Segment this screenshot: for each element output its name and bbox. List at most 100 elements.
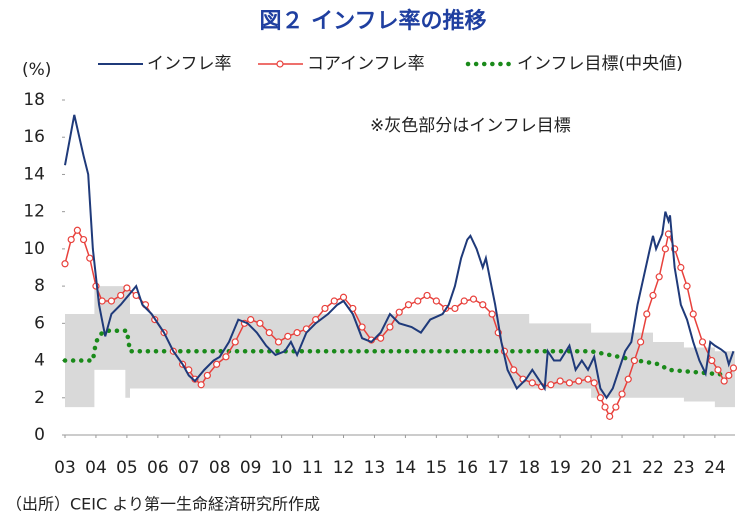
marker [231,338,239,346]
marker [265,329,273,337]
x-tick-label: 24 [704,458,726,478]
marker [386,323,394,331]
x-tick-label: 18 [518,458,540,478]
marker [510,366,518,374]
marker [612,403,620,411]
marker [339,293,348,301]
x-tick-label: 20 [580,458,602,478]
chart-title: 図２ インフレ率の推移 [260,8,487,34]
x-tick-label: 10 [271,458,293,478]
marker [67,235,75,244]
marker [689,310,697,318]
marker [377,334,385,342]
marker [479,301,487,309]
x-tick-label: 09 [240,458,262,478]
annotation: ※灰色部分はインフレ目標 [370,116,571,136]
y-axis-label: (%) [22,60,51,80]
marker [358,323,366,331]
marker [247,316,255,324]
marker [117,291,125,300]
marker [528,379,536,387]
x-tick-label: 07 [178,458,200,478]
marker [725,371,733,380]
marker [284,332,292,340]
marker [677,263,685,272]
marker [720,377,728,385]
target-band [65,286,735,408]
source: （出所）CEIC より第一生命経済研究所作成 [6,495,320,514]
marker [321,304,329,313]
marker [606,412,614,420]
marker [565,379,574,387]
y-tick-label: 10 [23,239,45,259]
marker [423,291,431,300]
marker [649,291,657,300]
marker [123,284,131,292]
x-tick-label: 19 [549,458,571,478]
marker [655,273,663,281]
marker [73,226,81,234]
y-tick-label: 8 [34,276,45,296]
x-tick-label: 13 [364,458,386,478]
series-line [64,114,735,400]
marker [618,390,626,398]
y-tick-label: 0 [34,425,45,445]
y-tick-label: 2 [34,388,45,408]
marker [584,375,592,383]
marker [107,297,116,305]
x-tick-label: 21 [611,458,633,478]
marker [330,297,338,305]
x-tick-label: 22 [642,458,664,478]
marker [643,310,651,318]
x-tick-label: 23 [673,458,695,478]
marker [698,338,707,346]
marker [86,254,94,262]
marker [203,371,211,380]
x-tick-label: 11 [302,458,324,478]
x-tick-label: 04 [85,458,107,478]
marker [590,379,598,387]
marker [556,377,564,385]
marker [414,297,422,305]
marker [661,245,669,253]
marker [451,304,459,313]
x-tick-label: 06 [147,458,169,478]
marker [197,381,205,389]
marker [708,356,716,365]
x-tick-label: 14 [395,458,417,478]
marker [395,308,403,316]
x-tick-label: 15 [426,458,448,478]
marker [222,353,230,361]
x-tick-label: 03 [54,458,76,478]
marker [256,319,264,327]
y-tick-label: 4 [34,351,45,371]
marker [98,297,106,305]
marker [79,235,88,244]
marker [547,381,555,389]
x-tick-label: 16 [456,458,478,478]
marker [469,295,478,303]
marker [488,310,496,318]
marker [293,329,301,337]
marker [596,394,604,402]
marker [432,297,440,305]
marker [601,403,609,411]
marker [404,301,413,309]
marker [630,356,639,365]
marker [575,377,583,385]
x-tick-label: 17 [487,458,509,478]
legend-label: インフレ目標(中央値) [517,54,683,74]
x-tick-label: 12 [333,458,355,478]
marker [624,375,632,383]
y-tick-label: 16 [23,127,45,147]
marker [714,366,722,374]
legend-label: コアインフレ率 [307,54,425,74]
x-tick-label: 05 [116,458,138,478]
marker [274,338,283,346]
legend-label: インフレ率 [147,54,232,74]
y-tick-label: 14 [23,164,45,184]
x-tick-label: 08 [209,458,231,478]
legend-marker [276,60,284,68]
marker [729,364,738,372]
